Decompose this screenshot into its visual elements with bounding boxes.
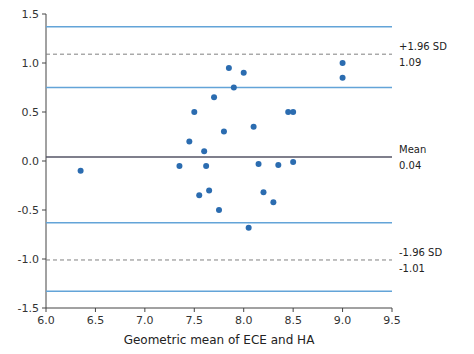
scatter-point [275, 162, 281, 168]
y-tick [42, 112, 46, 113]
scatter-point [216, 207, 222, 213]
reference-line [46, 222, 392, 224]
scatter-point [211, 94, 217, 100]
x-tick-label: 7.0 [136, 314, 154, 327]
scatter-point [226, 65, 232, 71]
line-value-label: -1.01 [399, 263, 425, 274]
scatter-point [186, 138, 192, 144]
x-tick-label: 9.0 [334, 314, 352, 327]
y-tick-label: -1.5 [18, 302, 39, 315]
y-tick-label: 1.0 [22, 57, 40, 70]
scatter-point [256, 161, 262, 167]
y-tick-label: 0.0 [22, 155, 40, 168]
scatter-point [78, 168, 84, 174]
chart: 6.0 6.5 7.0 7.5 8.0 8.5 9.0 9.5 -1.5 -1.0 -0.5 0.0 0… [0, 0, 474, 354]
scatter-point [176, 163, 182, 169]
line-value-label: 1.09 [399, 57, 421, 68]
scatter-point [241, 70, 247, 76]
x-tick [46, 308, 47, 312]
x-tick [392, 308, 393, 312]
x-tick [95, 308, 96, 312]
y-tick [42, 161, 46, 162]
x-axis-line [46, 308, 392, 309]
y-tick-label: 0.5 [22, 106, 40, 119]
scatter-point [246, 225, 252, 231]
x-tick-label: 8.0 [235, 314, 253, 327]
axes: 6.0 6.5 7.0 7.5 8.0 8.5 9.0 9.5 -1.5 -1.0 -0.5 0.0 0… [18, 8, 401, 327]
scatter-point [340, 60, 346, 66]
reference-line [46, 156, 392, 158]
scatter-point [290, 109, 296, 115]
y-tick [42, 210, 46, 211]
scatter-point [251, 124, 257, 130]
reference-line [46, 291, 392, 293]
x-tick-label: 7.5 [186, 314, 204, 327]
line-label: Mean [399, 144, 426, 155]
scatter-point [290, 159, 296, 165]
y-tick [42, 259, 46, 260]
scatter-point [201, 148, 207, 154]
x-tick [194, 308, 195, 312]
reference-line [46, 87, 392, 89]
x-tick-label: 8.5 [284, 314, 302, 327]
y-tick [42, 308, 46, 309]
x-tick [293, 308, 294, 312]
y-tick [42, 14, 46, 15]
y-tick-label: -1.0 [18, 253, 39, 266]
x-tick [144, 308, 145, 312]
line-labels: +1.96 SD 1.09 Mean 0.04 -1.96 SD -1.01 [399, 41, 447, 274]
line-value-label: 0.04 [399, 160, 421, 171]
scatter-point [191, 109, 197, 115]
x-tick [342, 308, 343, 312]
scatter-point [340, 75, 346, 81]
x-tick [243, 308, 244, 312]
x-tick-label: 9.5 [383, 314, 401, 327]
x-axis-label: Geometric mean of ECE and HA [124, 333, 315, 347]
line-label: -1.96 SD [399, 247, 442, 258]
scatter-point [203, 163, 209, 169]
scatter-point [196, 192, 202, 198]
reference-line [46, 54, 392, 55]
scatter-point [221, 129, 227, 135]
scatter-point [231, 85, 237, 91]
plot-area [46, 27, 392, 292]
y-tick-label: -0.5 [18, 204, 39, 217]
scatter-point [206, 187, 212, 193]
y-tick [42, 63, 46, 64]
scatter-point [270, 199, 276, 205]
y-tick-label: 1.5 [22, 8, 40, 21]
x-tick-label: 6.0 [37, 314, 55, 327]
scatter-point [260, 189, 266, 195]
reference-line [46, 26, 392, 28]
x-tick-label: 6.5 [87, 314, 105, 327]
reference-line [46, 259, 392, 260]
line-label: +1.96 SD [399, 41, 447, 52]
